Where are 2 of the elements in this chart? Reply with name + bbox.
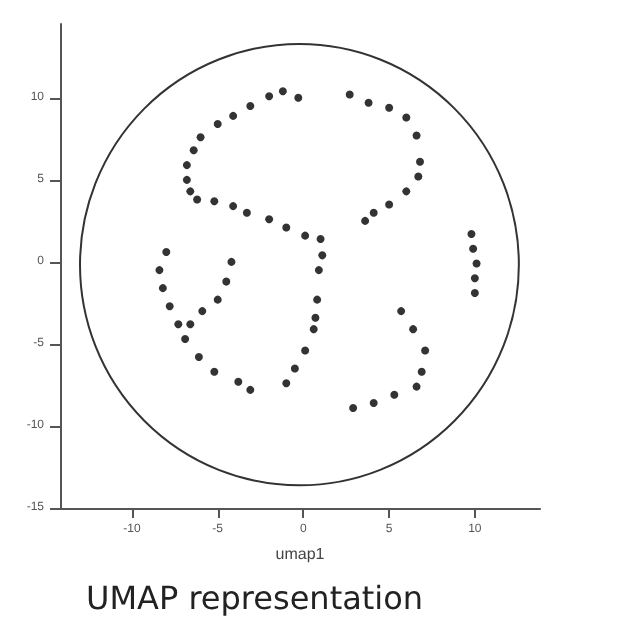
text: UMAP representation xyxy=(86,579,424,617)
x-axis-title: umap1 xyxy=(275,544,326,563)
